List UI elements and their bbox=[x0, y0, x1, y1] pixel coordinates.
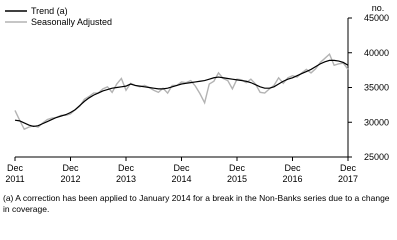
page: no. 25000 30000 35000 40000 45000 Dec 2011 Dec 2… bbox=[3, 3, 390, 214]
y-tick-label: 45000 bbox=[364, 13, 389, 23]
footnote: (a) A correction has been applied to Jan… bbox=[3, 193, 390, 214]
chart: no. 25000 30000 35000 40000 45000 Dec 2011 Dec 2… bbox=[5, 3, 389, 184]
x-tick-label: Dec 2014 bbox=[171, 163, 191, 184]
y-axis-label: no. bbox=[372, 3, 385, 13]
x-tick-label: Dec 2016 bbox=[282, 163, 302, 184]
legend-label: Seasonally Adjusted bbox=[31, 17, 112, 27]
x-tick-label: Dec 2012 bbox=[60, 163, 80, 184]
x-tick-label: Dec 2017 bbox=[338, 163, 358, 184]
series-line bbox=[14, 52, 349, 131]
y-tick-label: 35000 bbox=[364, 83, 389, 93]
legend-label: Trend (a) bbox=[31, 6, 68, 16]
x-tick-label: Dec 2015 bbox=[227, 163, 247, 184]
y-tick-label: 40000 bbox=[364, 48, 389, 58]
y-tick-label: 30000 bbox=[364, 117, 389, 127]
x-tick-label: Dec 2013 bbox=[116, 163, 136, 184]
series-line bbox=[14, 59, 349, 128]
x-tick-label: Dec 2011 bbox=[5, 163, 24, 184]
y-tick-label: 25000 bbox=[364, 152, 389, 162]
